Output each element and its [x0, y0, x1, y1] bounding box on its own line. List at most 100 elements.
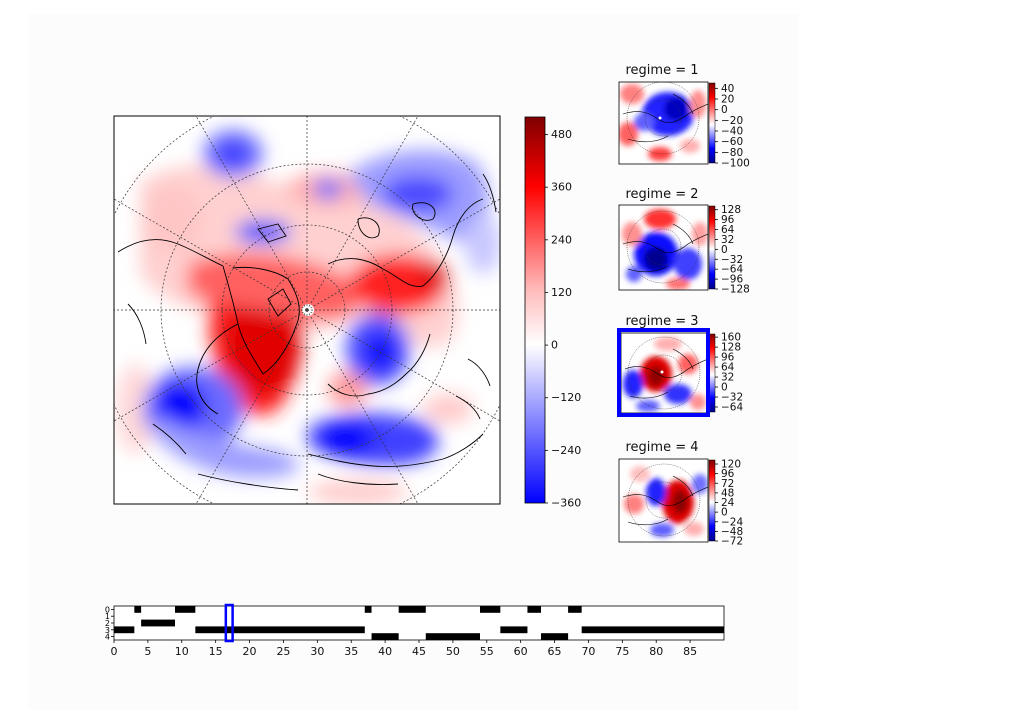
regime-2-field: [622, 209, 708, 290]
regime-2-colorbar-tick-label: −128: [721, 284, 750, 296]
timeline-x-tick-label: 65: [548, 645, 562, 658]
main-colorbar-tick-label: 120: [551, 286, 572, 299]
regime-2-colorbar-tick-label: 128: [721, 204, 741, 216]
timeline-x-tick-label: 25: [276, 645, 290, 658]
timeline-x-tick-label: 85: [683, 645, 697, 658]
regime-3-colorbar-tick-label: 64: [721, 362, 735, 374]
timeline-y-tick-label: 0: [105, 605, 110, 614]
regime-3-colorbar-tick-label: 128: [721, 342, 741, 354]
regime-1-colorbar-tick-label: −60: [721, 136, 743, 148]
regime-4-colorbar-tick-label: −48: [721, 526, 743, 538]
regime-3-colorbar-tick-label: 160: [721, 332, 741, 344]
regime-4-colorbar-tick-label: 24: [721, 497, 735, 509]
regime-4-colorbar-tick-label: 0: [721, 507, 728, 519]
regime-1-colorbar-tick-label: 20: [721, 94, 734, 106]
timeline-segment-regime-3: [114, 626, 135, 634]
timeline-x-tick-label: 80: [649, 645, 663, 658]
regime-2-colorbar-tick-label: 96: [721, 214, 735, 226]
timeline-segment-regime-0: [398, 606, 426, 613]
regime-4-title: regime = 4: [625, 440, 698, 455]
regime-1-frame: [618, 81, 709, 165]
regime-3-title: regime = 3: [625, 314, 698, 329]
regime-1-colorbar-tick-label: 0: [721, 104, 728, 116]
regime-1-title: regime = 1: [625, 63, 698, 78]
graticule: [114, 116, 500, 504]
regime-4-colorbar-tick-label: −24: [721, 516, 743, 528]
timeline-y-tick-label: 4: [105, 633, 110, 642]
main-colorbar: 480 360 240 120 0 −120 −240 −360: [524, 116, 581, 510]
regime-1-colorbar-tick-label: −100: [721, 158, 750, 170]
regime-1-colorbar-tick-label: −20: [721, 115, 743, 127]
regime-2-colorbar-tick-label: −64: [721, 264, 743, 276]
main-colorbar-tick-label: 360: [551, 181, 572, 194]
timeline-x-tick-label: 30: [310, 645, 324, 658]
main-colorbar-ticks: 480 360 240 120 0 −120 −240 −360: [545, 128, 581, 510]
timeline-segment-regime-3: [581, 626, 724, 634]
main-colorbar-tick-label: −240: [551, 444, 581, 457]
regime-1-colorbar-tick-label: 40: [721, 83, 734, 95]
timeline-segment-regime-4: [371, 633, 399, 640]
main-colorbar-tick-label: 480: [551, 128, 572, 141]
main-map-field: [114, 116, 500, 504]
timeline-current-day-highlight[interactable]: [224, 603, 234, 643]
main-colorbar-gradient: [524, 116, 546, 504]
timeline-segment-regime-0: [134, 606, 142, 613]
regime-4-field: [622, 463, 708, 537]
timeline-segment-regime-2: [141, 619, 175, 627]
main-colorbar-tick-label: −360: [551, 497, 581, 510]
regime-3-selection-highlight: [617, 328, 710, 417]
timeline-x-tick-label: 20: [243, 645, 257, 658]
main-map-frame: [113, 115, 501, 505]
timeline-x-tick-label: 0: [111, 645, 118, 658]
regime-2-colorbar: [708, 205, 716, 290]
regime-2-title: regime = 2: [625, 187, 698, 202]
regime-3-colorbar-tick-label: −64: [721, 402, 743, 414]
timeline-y-tick-label: 3: [105, 626, 110, 635]
regime-2-frame: [618, 204, 709, 291]
timeline-x-tick-label: 35: [344, 645, 358, 658]
timeline-x-tick-label: 60: [514, 645, 528, 658]
timeline-segment-regime-0: [364, 606, 372, 613]
timeline-segment-regime-4: [425, 633, 480, 640]
timeline-x-ticks: 0 5 10 15 20 25 30 35 40 45 50 55 60 65 70 75 80 85: [111, 640, 697, 658]
timeline-segment-regime-0: [175, 606, 196, 613]
regime-3-colorbar-tick-label: −32: [721, 392, 743, 404]
regime-2-colorbar-tick-label: 64: [721, 224, 735, 236]
regime-1-colorbar-tick-label: −80: [721, 147, 743, 159]
regime-4-colorbar-tick-label: 72: [721, 478, 734, 490]
main-colorbar-tick-label: −120: [551, 391, 581, 404]
timeline-x-tick-label: 55: [480, 645, 494, 658]
timeline-x-tick-label: 40: [378, 645, 392, 658]
regime-4-colorbar-tick-label: 120: [721, 459, 741, 471]
timeline-y-tick-label: 2: [105, 619, 110, 628]
timeline-segment-regime-3: [195, 626, 365, 634]
regime-3-colorbar-tick-label: 0: [721, 382, 728, 394]
timeline-x-tick-label: 15: [209, 645, 223, 658]
timeline-x-tick-label: 50: [446, 645, 460, 658]
regime-4-colorbar-tick-label: −72: [721, 536, 743, 548]
regime-4-colorbar: [708, 459, 716, 542]
regime-4-colorbar-tick-label: 96: [721, 468, 735, 480]
timeline-segments: [114, 606, 724, 640]
timeline-segment-regime-0: [480, 606, 501, 613]
timeline-segment-regime-4: [541, 633, 569, 640]
regime-4-frame: [618, 458, 709, 543]
regime-2-colorbar-tick-label: 0: [721, 244, 728, 256]
timeline-x-tick-label: 70: [581, 645, 595, 658]
regime-3-colorbar-tick-label: 96: [721, 352, 735, 364]
regime-2-colorbar-tick-label: −96: [721, 274, 743, 286]
figure-canvas: 480 360 240 120 0 −120 −240 −360 regime = 1 40 2…: [28, 14, 798, 710]
regime-1-colorbar: [708, 82, 716, 164]
timeline-x-tick-label: 5: [144, 645, 151, 658]
regime-2-colorbar-tick-label: 32: [721, 234, 734, 246]
